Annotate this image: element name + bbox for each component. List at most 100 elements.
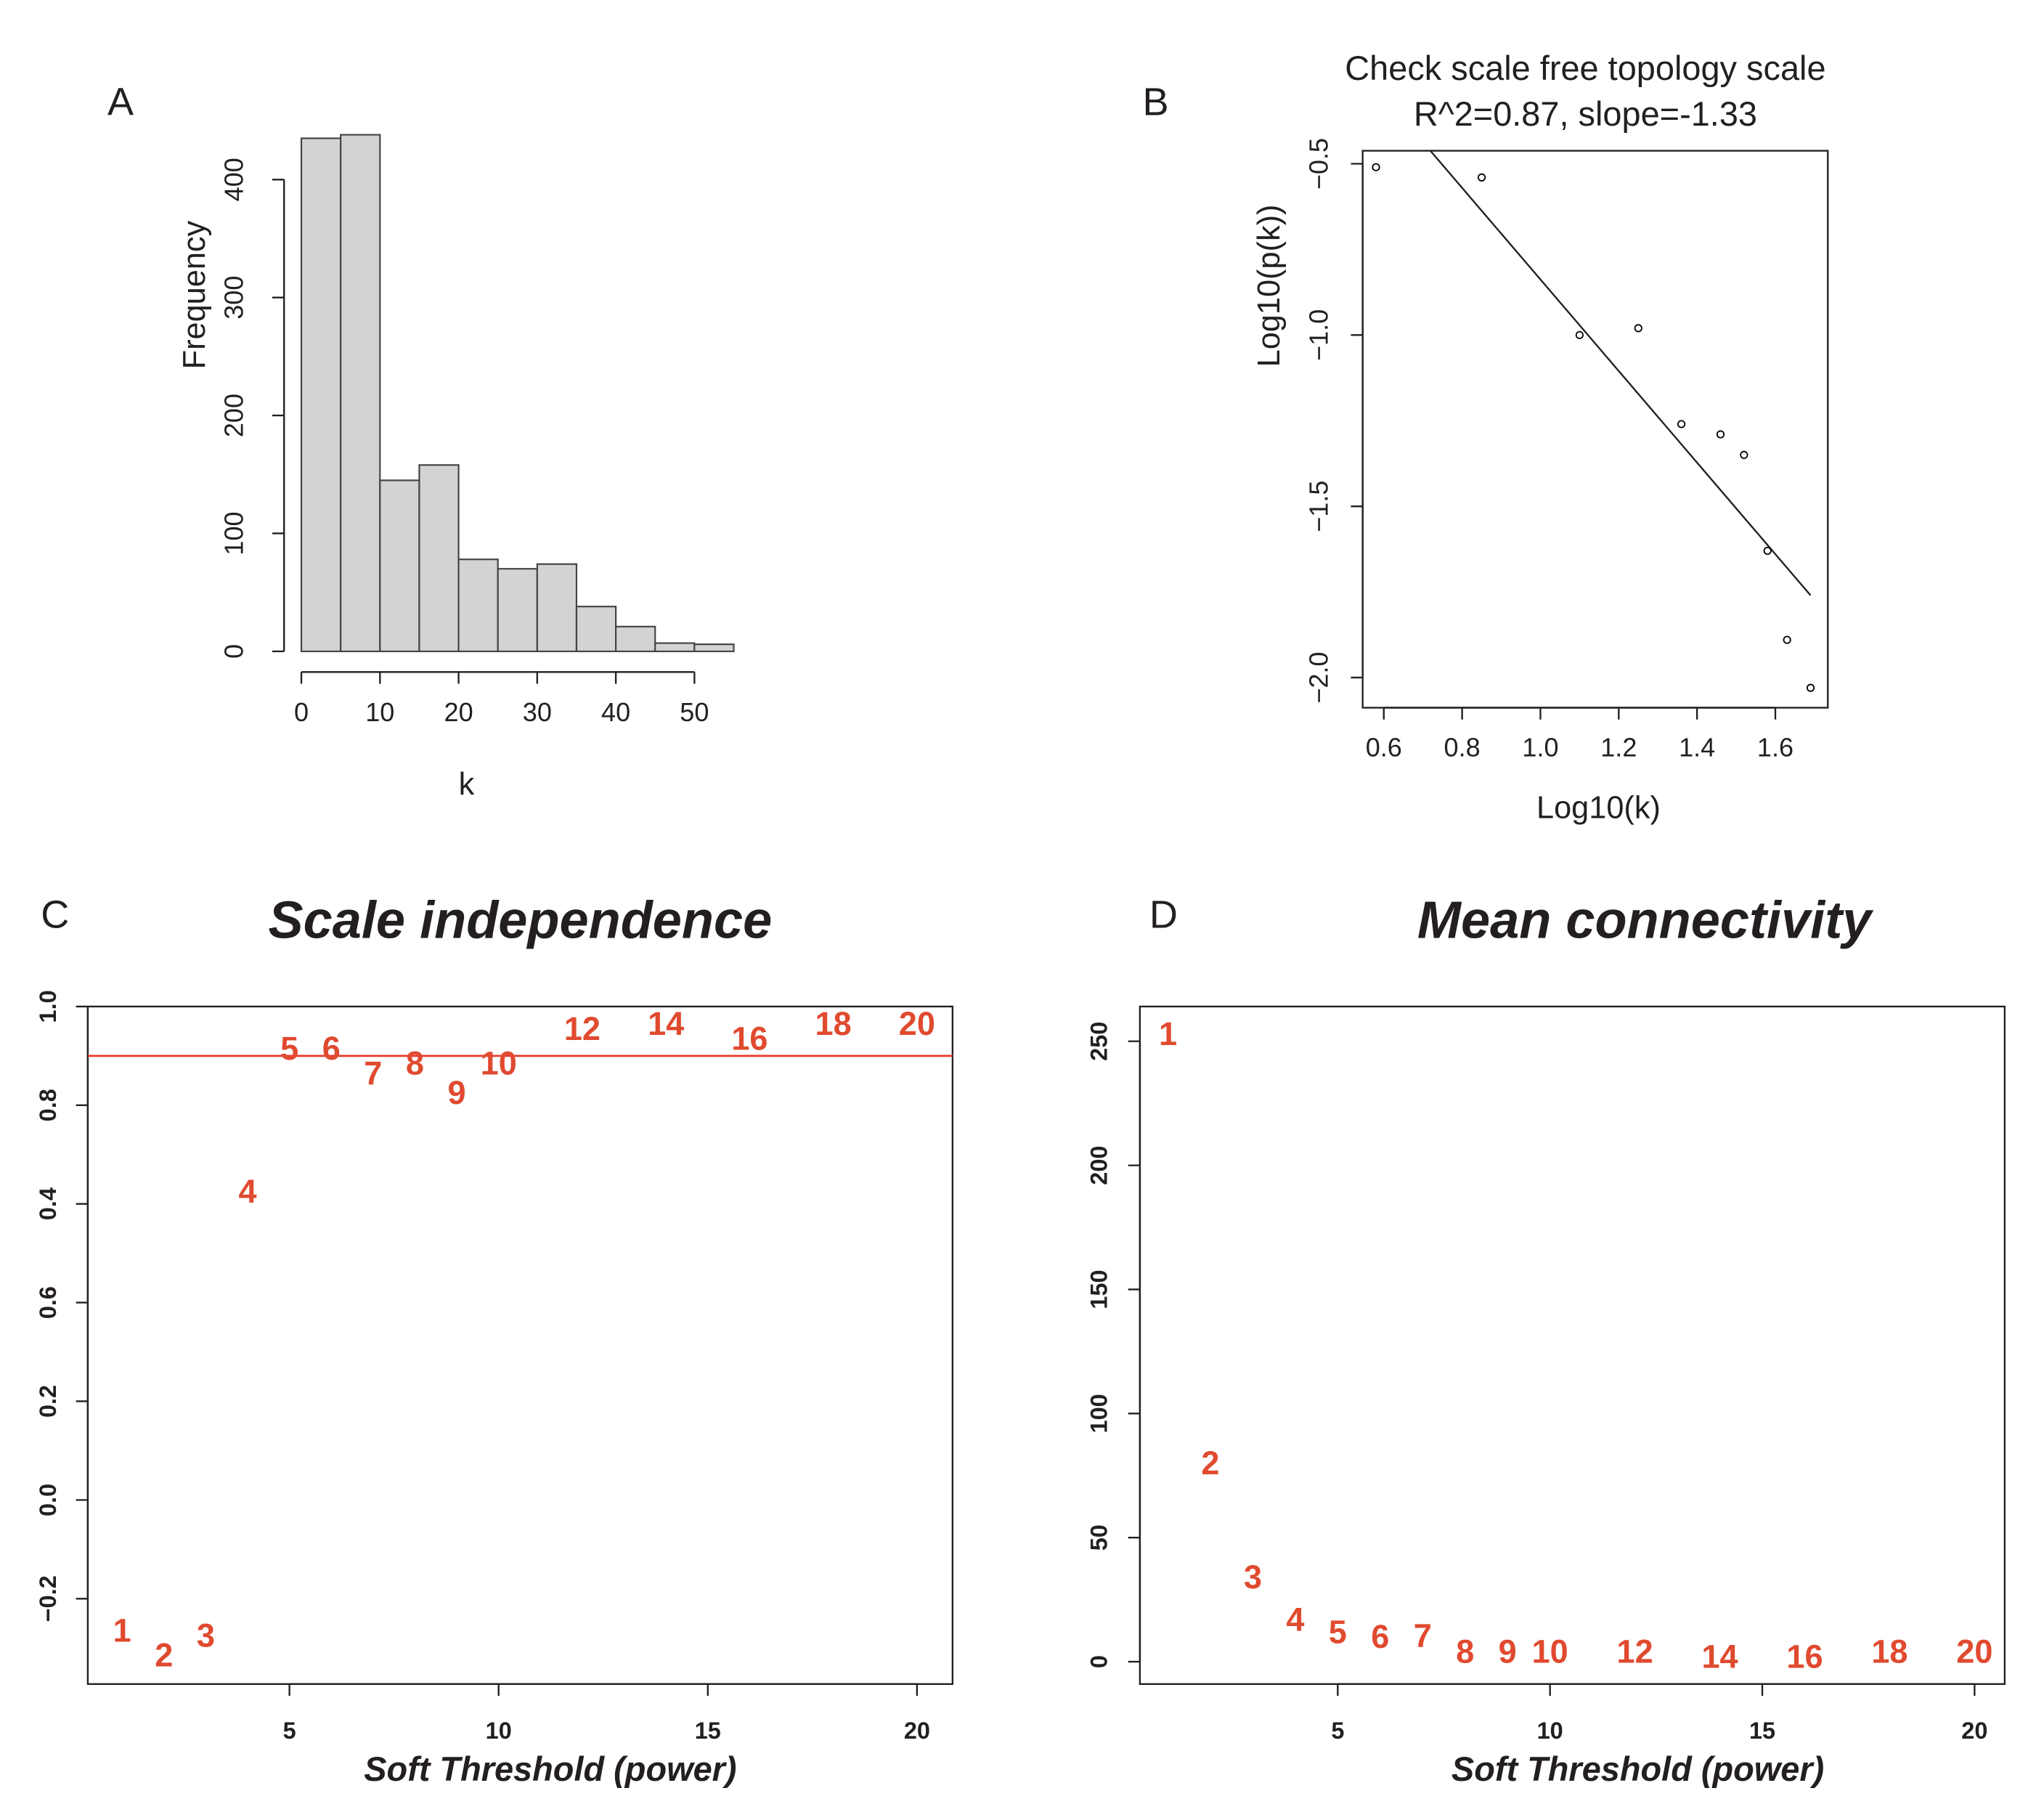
chart-title: Mean connectivity — [1417, 891, 1874, 949]
bar — [340, 134, 381, 652]
point — [1763, 546, 1772, 556]
bar — [457, 558, 499, 652]
x-tick-label: 0 — [294, 697, 309, 727]
x-tick-label: 1.0 — [1522, 733, 1558, 763]
y-tick-label: 150 — [1086, 1269, 1112, 1309]
y-tick-label: 0 — [219, 644, 248, 659]
chart-title: Scale independence — [268, 891, 772, 949]
point-label: 5 — [280, 1030, 298, 1067]
plot-box — [86, 1005, 954, 1685]
point-label: 4 — [1286, 1601, 1304, 1638]
point-label: 20 — [899, 1005, 935, 1042]
point-label: 2 — [155, 1637, 173, 1674]
bar — [615, 625, 656, 652]
point-label: 18 — [1871, 1633, 1907, 1670]
bar — [418, 464, 460, 652]
point-label: 7 — [1414, 1617, 1432, 1654]
chart-subtitle: R^2=0.87, slope=-1.33 — [1414, 95, 1757, 133]
x-tick-label: 40 — [601, 697, 630, 727]
chart-title: Check scale free topology scale — [1345, 49, 1825, 87]
point-label: 10 — [481, 1044, 517, 1081]
x-axis-label: Log10(k) — [1536, 791, 1661, 826]
point-label: 6 — [322, 1030, 341, 1067]
y-tick-label: 0.8 — [35, 1089, 61, 1121]
fit-line — [1429, 150, 1812, 596]
x-axis-label: k — [459, 767, 475, 802]
x-tick-label: 1.2 — [1600, 733, 1637, 763]
y-tick-label: 200 — [1086, 1146, 1112, 1185]
point-label: 14 — [1701, 1638, 1738, 1675]
point-label: 7 — [364, 1055, 382, 1092]
panel-letter: C — [41, 893, 69, 936]
point-label: 16 — [731, 1020, 767, 1057]
x-tick-label: 20 — [904, 1718, 930, 1744]
y-tick-label: −1.5 — [1303, 481, 1333, 532]
point-label: 3 — [1244, 1559, 1262, 1596]
point-label: 9 — [448, 1074, 466, 1111]
point-label: 8 — [406, 1044, 424, 1081]
y-tick-label: 250 — [1086, 1022, 1112, 1061]
point-label: 1 — [113, 1612, 131, 1649]
point — [1677, 420, 1686, 428]
point-label: 4 — [238, 1173, 256, 1210]
panel-letter: D — [1149, 893, 1178, 936]
point — [1575, 330, 1584, 339]
x-tick-label: 10 — [365, 697, 394, 727]
point-label: 12 — [564, 1010, 600, 1047]
x-tick-label: 15 — [1749, 1718, 1775, 1744]
x-tick-label: 0.8 — [1444, 733, 1481, 763]
x-tick-label: 30 — [523, 697, 552, 727]
y-tick-label: −2.0 — [1303, 651, 1333, 703]
panel-letter: A — [107, 81, 134, 124]
x-tick-label: 50 — [680, 697, 709, 727]
point — [1783, 635, 1791, 644]
y-tick-label: 100 — [1086, 1394, 1112, 1433]
panel-letter: B — [1143, 81, 1169, 124]
point-label: 6 — [1371, 1618, 1389, 1655]
y-tick-label: 200 — [219, 394, 248, 437]
point — [1716, 430, 1725, 439]
x-axis-label: Soft Threshold (power) — [1451, 1750, 1824, 1788]
plot-box — [1361, 150, 1829, 709]
y-tick-label: 0.2 — [35, 1385, 61, 1418]
bar — [536, 563, 578, 652]
x-tick-label: 5 — [283, 1718, 296, 1744]
y-tick-label: 1.0 — [35, 990, 61, 1023]
panel: B Check scale free topology scale R^2=0.87… — [1143, 49, 1829, 826]
x-tick-label: 1.6 — [1757, 733, 1793, 763]
point-label: 1 — [1159, 1015, 1177, 1052]
y-tick-label: 100 — [219, 511, 248, 555]
y-tick-label: 400 — [219, 158, 248, 201]
x-tick-label: 10 — [486, 1718, 512, 1744]
point-label: 18 — [815, 1005, 852, 1042]
point-label: 9 — [1499, 1633, 1517, 1670]
bar — [497, 568, 538, 652]
bar — [693, 643, 735, 652]
bar — [300, 137, 342, 652]
x-tick-label: 1.4 — [1679, 733, 1715, 763]
point-label: 3 — [197, 1617, 215, 1654]
point — [1740, 450, 1748, 459]
point-label: 14 — [648, 1005, 684, 1042]
x-axis-label: Soft Threshold (power) — [364, 1750, 736, 1788]
point-label: 5 — [1329, 1613, 1347, 1650]
y-axis-label: Log10(p(k)) — [1252, 205, 1287, 367]
y-tick-label: 50 — [1086, 1524, 1112, 1551]
y-tick-label: 0.6 — [35, 1286, 61, 1319]
y-tick-label: 0.0 — [35, 1484, 61, 1516]
point-label: 16 — [1786, 1638, 1823, 1675]
bar — [654, 642, 696, 652]
point-label: 10 — [1532, 1633, 1568, 1670]
x-tick-label: 10 — [1537, 1718, 1563, 1744]
y-tick-label: −0.2 — [35, 1575, 61, 1622]
x-tick-label: 5 — [1331, 1718, 1344, 1744]
y-tick-label: −1.0 — [1303, 309, 1333, 361]
point — [1372, 163, 1380, 171]
x-tick-label: 0.6 — [1366, 733, 1402, 763]
point-label: 2 — [1201, 1445, 1219, 1482]
y-axis-label: Frequency — [177, 220, 212, 369]
